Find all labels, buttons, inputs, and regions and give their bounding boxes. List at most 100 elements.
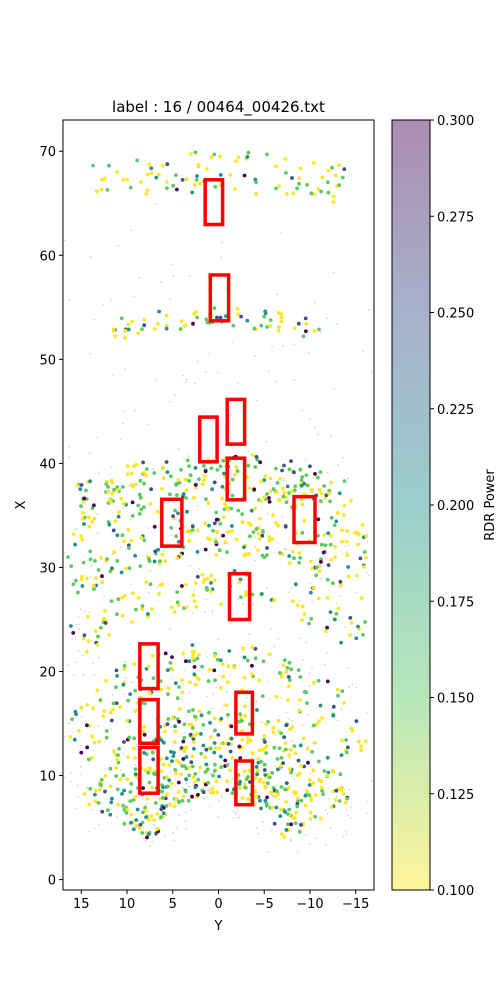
radar-point <box>126 546 131 550</box>
radar-point <box>85 723 89 728</box>
radar-point <box>313 793 318 797</box>
radar-point <box>191 653 196 657</box>
lidar-point <box>80 716 83 718</box>
radar-point <box>90 520 95 524</box>
lidar-point <box>368 308 370 311</box>
radar-point <box>264 804 269 808</box>
radar-point <box>220 662 225 666</box>
radar-point <box>202 474 207 478</box>
lidar-point <box>309 843 311 845</box>
lidar-point <box>68 299 71 302</box>
radar-point <box>81 560 86 565</box>
lidar-point <box>69 780 72 783</box>
lidar-point <box>95 436 98 439</box>
radar-point <box>217 548 222 553</box>
radar-point <box>251 530 256 534</box>
lidar-point <box>154 834 157 837</box>
radar-point <box>245 155 250 159</box>
radar-point <box>250 453 255 457</box>
radar-point <box>130 500 135 505</box>
radar-point <box>328 534 333 538</box>
radar-point <box>311 781 316 786</box>
radar-point <box>201 723 206 727</box>
radar-point <box>105 188 110 192</box>
radar-point <box>232 665 237 670</box>
lidar-point <box>288 756 291 759</box>
radar-point <box>246 150 251 155</box>
lidar-point <box>280 768 282 771</box>
radar-point <box>196 777 201 782</box>
radar-point <box>225 680 230 685</box>
radar-point <box>223 758 228 763</box>
radar-point <box>267 775 272 780</box>
radar-point <box>141 729 146 734</box>
radar-point <box>221 458 226 463</box>
lidar-point <box>185 827 187 830</box>
lidar-point <box>329 827 332 830</box>
lidar-point <box>293 778 296 780</box>
lidar-point <box>370 780 373 782</box>
lidar-point <box>308 684 311 687</box>
radar-point <box>179 746 184 750</box>
radar-point <box>161 476 166 480</box>
radar-point <box>245 658 250 663</box>
radar-point <box>107 633 111 637</box>
lidar-point <box>170 534 173 537</box>
radar-point <box>317 759 321 764</box>
lidar-point <box>302 659 304 662</box>
radar-point <box>206 501 211 506</box>
radar-point <box>329 480 333 485</box>
object-box <box>234 690 255 736</box>
lidar-point <box>86 786 88 789</box>
radar-point <box>286 675 291 679</box>
radar-point <box>240 512 245 517</box>
lidar-point <box>342 835 345 838</box>
lidar-point <box>335 795 338 798</box>
radar-point <box>308 810 313 815</box>
radar-point <box>275 481 280 485</box>
radar-point <box>163 796 168 801</box>
object-box <box>138 745 160 795</box>
radar-point <box>242 173 247 178</box>
radar-point <box>132 736 137 741</box>
radar-point <box>250 672 254 677</box>
radar-point <box>260 694 265 698</box>
radar-point <box>297 698 302 702</box>
radar-point <box>161 466 166 470</box>
lidar-point <box>309 772 312 775</box>
lidar-point <box>149 845 151 847</box>
radar-point <box>115 559 120 563</box>
radar-point <box>114 701 119 705</box>
radar-point <box>104 482 109 486</box>
radar-point <box>238 712 243 717</box>
radar-point <box>186 798 191 803</box>
lidar-point <box>330 707 333 710</box>
radar-point <box>73 542 77 547</box>
radar-point <box>276 311 281 315</box>
radar-point <box>112 487 116 492</box>
colorbar-tick-label: 0.225 <box>437 403 474 418</box>
radar-point <box>282 490 287 495</box>
lidar-point <box>353 633 356 636</box>
lidar-point <box>188 691 191 694</box>
y-tick-label: 0 <box>48 874 56 889</box>
radar-point <box>193 150 198 155</box>
radar-point <box>134 818 139 822</box>
radar-point <box>360 522 365 527</box>
radar-point <box>161 785 165 790</box>
radar-point <box>246 463 251 468</box>
radar-point <box>310 749 314 754</box>
radar-point <box>108 812 113 817</box>
radar-point <box>298 743 303 748</box>
lidar-point <box>96 532 99 534</box>
radar-point <box>284 500 289 505</box>
lidar-point <box>72 731 75 734</box>
lidar-point <box>323 556 326 559</box>
radar-point <box>170 605 174 610</box>
radar-point <box>225 763 230 767</box>
radar-point <box>189 760 194 765</box>
radar-point <box>338 772 343 777</box>
object-box <box>208 273 231 323</box>
x-tick-label: 10 <box>119 897 136 912</box>
radar-point <box>226 742 231 746</box>
